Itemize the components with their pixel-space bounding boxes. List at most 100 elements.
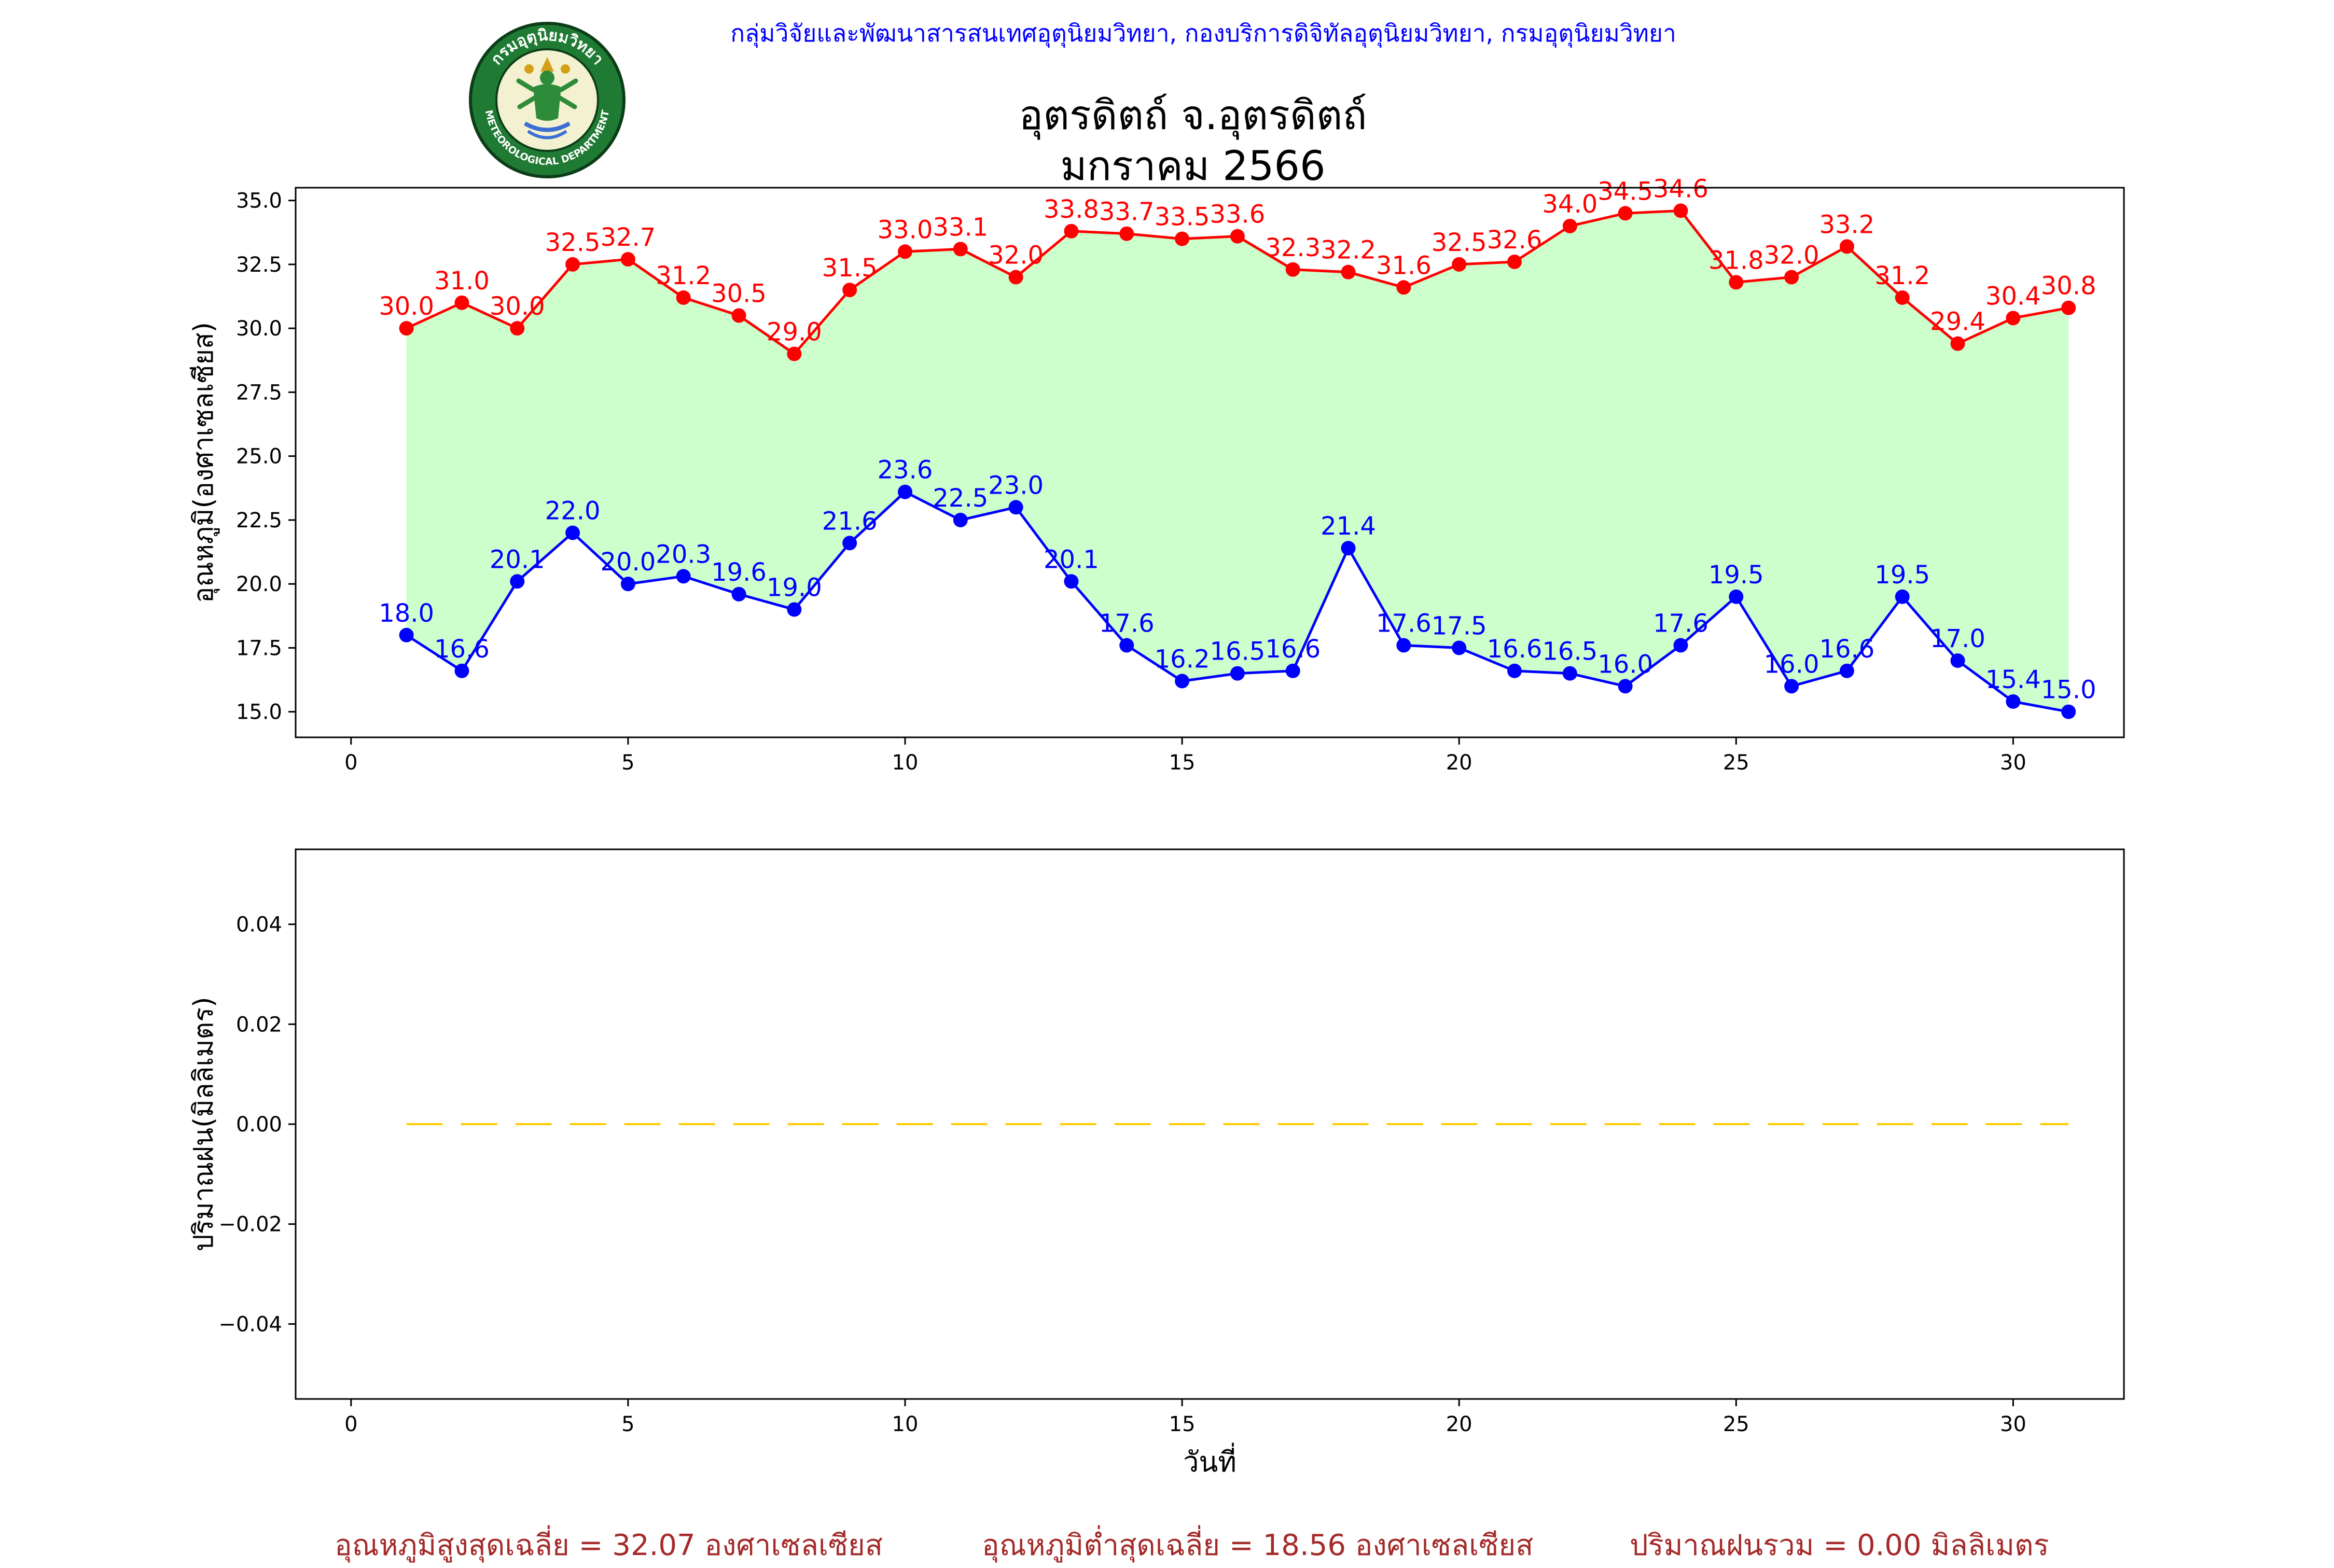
data-label: 30.0 xyxy=(379,292,434,321)
summary-avg-min: อุณหภูมิต่ำสุดเฉลี่ย = 18.56 องศาเซลเซีย… xyxy=(982,1529,1534,1562)
chart-panel-1: 30.031.030.032.5 32.731.230.529.031.533.0… xyxy=(188,174,2125,775)
data-label: 22.0 xyxy=(545,497,601,526)
data-label: 16.2 xyxy=(1155,645,1210,674)
data-label: 33.0 xyxy=(878,215,933,244)
data-point xyxy=(953,242,968,257)
data-label: 22.5 xyxy=(933,484,988,513)
data-label: 16.6 xyxy=(1487,635,1543,664)
data-point xyxy=(1729,275,1744,290)
data-point xyxy=(1618,679,1633,694)
data-label: 20.1 xyxy=(490,545,545,574)
data-label: 33.8 xyxy=(1044,195,1099,224)
data-label: 31.5 xyxy=(822,254,878,283)
data-point xyxy=(842,536,857,551)
data-point xyxy=(1784,270,1799,285)
data-point xyxy=(1673,203,1688,218)
data-label: 23.6 xyxy=(878,456,933,485)
data-label: 17.6 xyxy=(1376,609,1432,638)
summary-avg-max: อุณหภูมิสูงสุดเฉลี่ย = 32.07 องศาเซลเซีย… xyxy=(335,1529,883,1562)
x-tick-label: 30 xyxy=(2000,1412,2026,1436)
data-label: 29.4 xyxy=(1930,307,1985,337)
chart-panel-2: 0 5 10 15 20 25 30 −0.04 −0.02 0.00 0.02 0.04 ปริมาณ… xyxy=(188,848,2125,1478)
data-label: 32.0 xyxy=(1764,241,1819,270)
data-label: 19.5 xyxy=(1874,561,1930,590)
data-label: 19.6 xyxy=(711,558,767,587)
data-label: 30.5 xyxy=(711,279,767,309)
data-point xyxy=(1341,541,1356,556)
y-tick-label: 17.5 xyxy=(236,636,282,660)
y-tick-label: 25.0 xyxy=(236,445,282,469)
data-label: 16.6 xyxy=(1265,635,1321,664)
data-label: 21.6 xyxy=(822,507,878,536)
x-tick-label: 10 xyxy=(892,1412,919,1436)
data-label: 16.5 xyxy=(1542,637,1597,666)
data-point xyxy=(1285,663,1300,678)
y-tick-label: 30.0 xyxy=(236,317,282,341)
data-point xyxy=(454,295,469,310)
data-point xyxy=(1950,653,1965,668)
y-tick-label: 0.02 xyxy=(236,1013,282,1037)
data-label: 29.0 xyxy=(767,317,822,346)
data-point xyxy=(1562,218,1577,233)
x-tick-label: 5 xyxy=(621,751,634,775)
data-point xyxy=(1452,640,1467,655)
y-tick-label: −0.02 xyxy=(218,1213,282,1237)
data-point xyxy=(1008,270,1023,285)
x-tick-label: 25 xyxy=(1723,751,1749,775)
data-point xyxy=(953,512,968,527)
chart-title-month: มกราคม 2566 xyxy=(1060,143,1326,190)
data-point xyxy=(731,308,746,323)
data-point xyxy=(842,283,857,298)
data-label: 15.4 xyxy=(1985,665,2041,694)
data-point xyxy=(676,290,691,305)
data-point xyxy=(1064,574,1079,589)
data-point xyxy=(1507,254,1522,269)
data-label: 31.2 xyxy=(656,261,711,290)
data-point xyxy=(510,321,525,336)
x-axis-label: วันที่ xyxy=(1183,1443,1237,1478)
data-point xyxy=(1230,666,1245,681)
y-tick-label: 20.0 xyxy=(236,572,282,596)
data-label: 17.0 xyxy=(1930,624,1985,653)
data-label: 21.4 xyxy=(1321,512,1376,541)
credit-line: กลุ่มวิจัยและพัฒนาสารสนเทศอุตุนิยมวิทยา,… xyxy=(730,19,1676,47)
data-label: 33.6 xyxy=(1210,200,1265,229)
data-label: 17.5 xyxy=(1432,611,1487,640)
data-point xyxy=(1341,264,1356,279)
y-tick-label: −0.04 xyxy=(218,1312,282,1336)
data-point xyxy=(1618,206,1633,221)
data-label: 17.6 xyxy=(1099,609,1155,638)
data-point xyxy=(731,586,746,601)
data-label: 18.0 xyxy=(379,599,434,628)
logo-deity-figure xyxy=(516,57,578,139)
data-point xyxy=(1064,223,1079,239)
data-point xyxy=(898,484,912,499)
data-point xyxy=(1396,638,1411,653)
data-label: 32.5 xyxy=(1432,228,1487,257)
data-label: 32.0 xyxy=(988,241,1044,270)
data-point xyxy=(620,252,635,267)
data-point xyxy=(510,574,525,589)
x-tick-label: 0 xyxy=(344,1412,357,1436)
y-axis-label: ปริมาณฝน(มิลลิเมตร) xyxy=(188,997,219,1251)
data-point xyxy=(1119,226,1134,241)
data-point xyxy=(1452,257,1467,272)
data-label: 31.6 xyxy=(1376,251,1432,280)
y-tick-label: 22.5 xyxy=(236,509,282,533)
data-point xyxy=(1008,500,1023,515)
data-point xyxy=(2006,694,2021,709)
data-point xyxy=(399,321,414,336)
data-point xyxy=(787,602,802,617)
data-point xyxy=(1119,638,1134,653)
data-point xyxy=(1839,663,1854,678)
data-label: 32.3 xyxy=(1265,233,1321,262)
data-label: 32.2 xyxy=(1321,236,1376,265)
data-label: 20.0 xyxy=(600,548,656,577)
x-tick-label: 10 xyxy=(892,751,919,775)
data-point xyxy=(1230,229,1245,244)
data-point xyxy=(787,346,802,361)
data-label: 31.0 xyxy=(434,267,490,296)
data-label: 30.4 xyxy=(1985,282,2041,311)
